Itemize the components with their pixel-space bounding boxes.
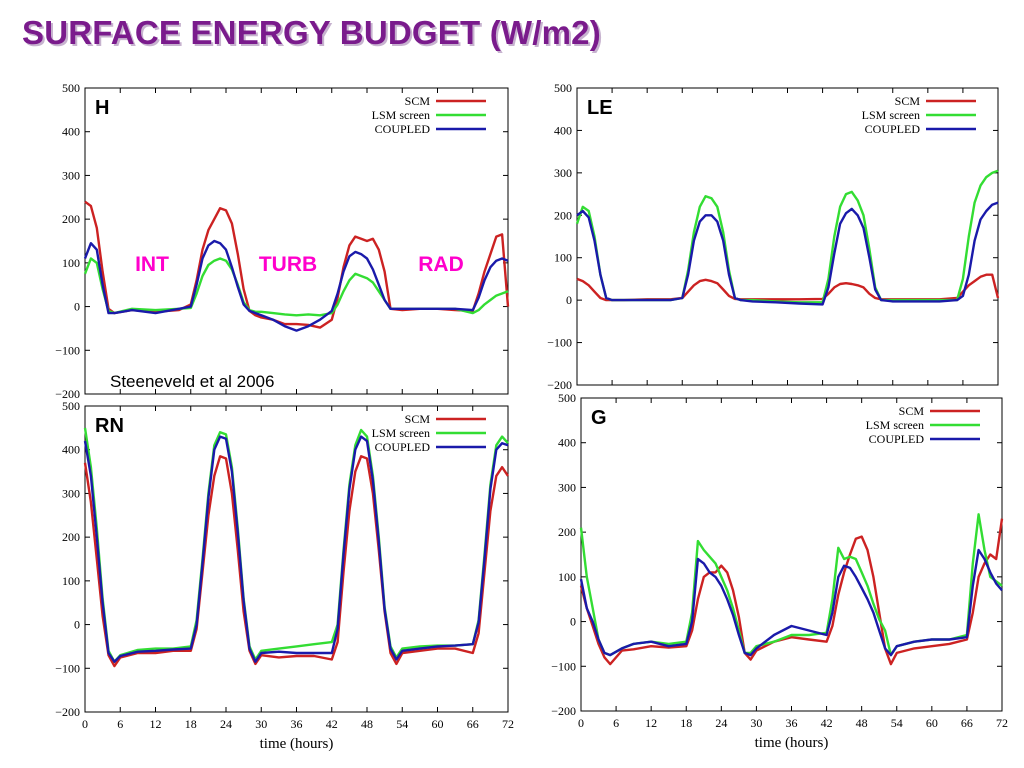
regime-label-int: INT [135,253,169,276]
y-tick-label: 500 [62,399,80,413]
series-line-coupled-le [576,201,999,306]
legend-label-coupled: COUPLED [869,432,925,446]
regime-label-rad: RAD [418,253,464,276]
y-tick-label: −200 [55,387,80,401]
x-tick-label: 66 [467,717,479,731]
x-tick-label: 60 [926,716,938,730]
series-line-coupled-rn [83,435,509,663]
legend-label-lsm-screen: LSM screen [372,426,430,440]
y-tick-label: 300 [62,486,80,500]
x-tick-label: 0 [578,716,584,730]
x-tick-label: 18 [185,717,197,731]
y-tick-label: 0 [566,293,572,307]
legend-label-scm: SCM [899,404,925,418]
plot-frame [84,87,509,395]
chart-net-radiation: −200 −100 0 100 200 300 400 500 0 6 12 18 24 30 36 42 48… [55,399,514,752]
y-tick-label: 200 [558,525,576,539]
x-tick-label: 66 [961,716,973,730]
x-tick-label: 42 [821,716,833,730]
y-tick-label: 400 [554,123,572,137]
y-tick-label: 500 [558,391,576,405]
y-tick-label: −200 [55,705,80,719]
x-tick-label: 12 [150,717,162,731]
legend-label-scm: SCM [895,94,921,108]
x-tick-label: 30 [750,716,762,730]
x-tick-label: 6 [613,716,619,730]
y-tick-label: −100 [547,336,572,350]
y-tick-label: 400 [558,436,576,450]
series-line-scm-g [579,518,1004,666]
y-tick-label: 200 [62,212,80,226]
x-tick-label: 24 [715,716,727,730]
chart-ground-heat: −200 −100 0 100 200 300 400 500 0 6 12 18 24 30 36 42 48… [551,391,1008,751]
x-tick-label: 36 [291,717,303,731]
x-tick-label: 18 [680,716,692,730]
x-tick-label: 60 [432,717,444,731]
x-tick-label: 54 [891,716,903,730]
x-axis-label: time (hours) [260,736,334,752]
y-tick-label: −100 [55,343,80,357]
plot-frame [580,397,1003,712]
panel-label-g: G [591,407,607,429]
y-tick-label: −200 [547,378,572,392]
y-tick-label: 0 [74,300,80,314]
legend-label-lsm-screen: LSM screen [866,418,924,432]
legend-label-lsm-screen: LSM screen [862,108,920,122]
legend-label-coupled: COUPLED [375,440,431,454]
y-tick-label: 0 [570,615,576,629]
x-tick-label: 72 [996,716,1008,730]
y-tick-label: 200 [554,208,572,222]
panel-label-rn: RN [95,415,124,437]
y-tick-label: 100 [62,574,80,588]
x-tick-label: 72 [502,717,514,731]
y-tick-label: 200 [62,530,80,544]
legend-label-coupled: COUPLED [865,122,921,136]
legend-label-scm: SCM [405,412,431,426]
y-tick-label: 100 [62,256,80,270]
y-tick-label: −100 [551,659,576,673]
series-line-coupled-h [83,239,509,332]
y-tick-label: 300 [554,166,572,180]
y-tick-label: 100 [558,570,576,584]
x-tick-label: 36 [786,716,798,730]
series-line-coupled-g [579,548,1003,657]
panel-label-le: LE [587,97,613,119]
y-tick-label: −200 [551,704,576,718]
citation-text: Steeneveld et al 2006 [110,372,275,391]
y-tick-label: 400 [62,443,80,457]
y-tick-label: 300 [558,480,576,494]
legend-label-coupled: COUPLED [375,122,431,136]
legend-label-scm: SCM [405,94,431,108]
legend-label-lsm-screen: LSM screen [372,108,430,122]
x-tick-label: 12 [645,716,657,730]
plot-frame [576,87,999,386]
x-tick-label: 24 [220,717,232,731]
page-title: SURFACE ENERGY BUDGET (W/m2) [22,14,601,51]
x-tick-label: 42 [326,717,338,731]
regime-label-turb: TURB [259,253,317,276]
y-tick-label: 500 [62,81,80,95]
plot-frame [84,405,509,713]
x-tick-label: 48 [856,716,868,730]
x-tick-label: 48 [361,717,373,731]
x-tick-label: 30 [255,717,267,731]
y-tick-label: 300 [62,168,80,182]
y-tick-label: 400 [62,125,80,139]
y-tick-label: 500 [554,81,572,95]
x-tick-label: 6 [117,717,123,731]
series-line-scm-rn [83,455,509,668]
x-tick-label: 0 [82,717,88,731]
panel-label-h: H [95,97,109,119]
y-tick-label: −100 [55,661,80,675]
y-tick-label: 100 [554,251,572,265]
x-tick-label: 54 [396,717,408,731]
x-axis-label: time (hours) [755,735,829,751]
y-tick-label: 0 [74,618,80,632]
